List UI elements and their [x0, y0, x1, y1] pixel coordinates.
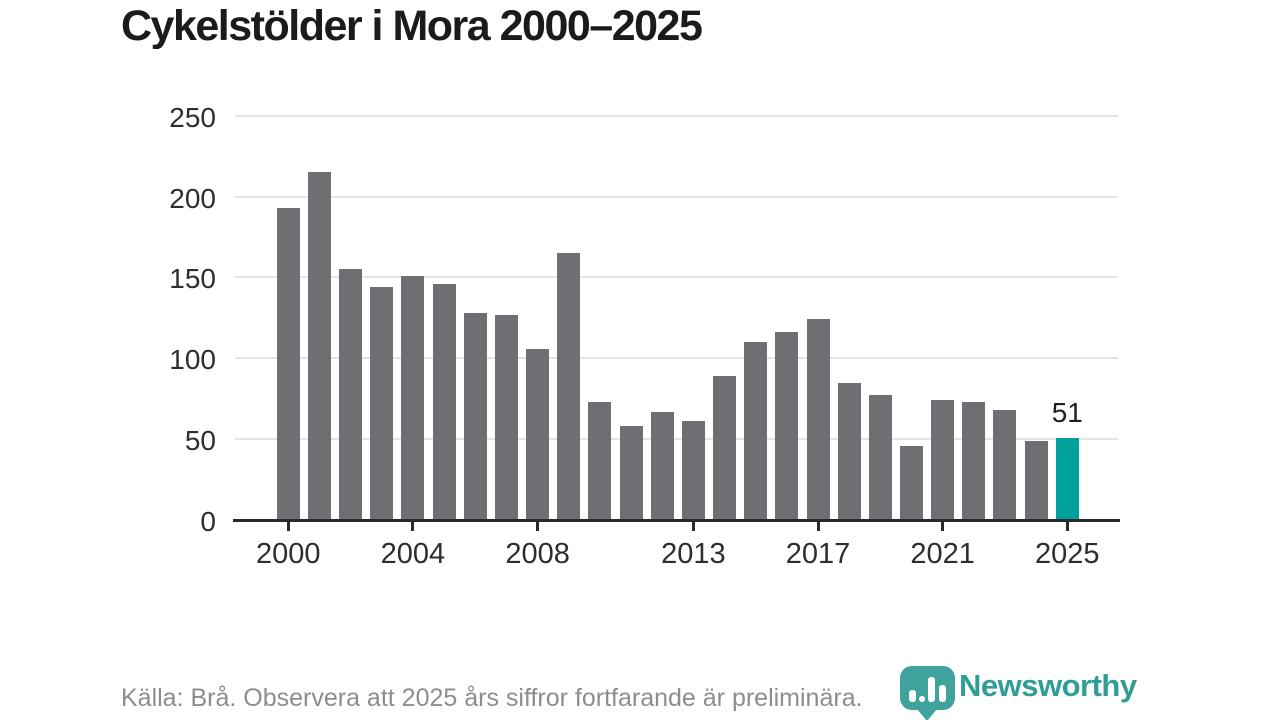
- bar-2020: [900, 445, 923, 520]
- y-axis-label-0: 0: [200, 506, 216, 537]
- y-axis-label-50: 50: [184, 425, 216, 457]
- x-axis-label-2017: 2017: [785, 538, 851, 570]
- x-axis-tick-2013: [691, 522, 695, 531]
- bar-2005: [432, 283, 456, 520]
- bar-2022: [962, 401, 986, 520]
- bar-2011: [619, 426, 643, 520]
- bar-2023: [993, 410, 1017, 520]
- x-axis-tick-2004: [411, 522, 415, 531]
- x-axis-label-2021: 2021: [910, 538, 975, 570]
- bar-2016: [775, 332, 799, 520]
- y-axis-label-250: 250: [169, 101, 216, 133]
- x-axis-tick-2025: [1065, 522, 1069, 531]
- bar-2001: [307, 172, 331, 520]
- bar-2021: [931, 400, 955, 520]
- plot-area: 0 50 100 150 200 250 2000 2004 2008 2013 2017 2021 2…: [169, 101, 1120, 570]
- bar-2008: [526, 348, 550, 520]
- bar-2014: [713, 376, 737, 520]
- x-axis-label-2025: 2025: [1035, 538, 1100, 570]
- gridline-100: [235, 357, 1118, 360]
- bar-2004: [401, 275, 425, 520]
- bar-2007: [494, 314, 518, 520]
- gridline-50: [235, 438, 1118, 441]
- x-axis-label-2004: 2004: [380, 538, 446, 570]
- logo-chart-bar-icon: [909, 690, 916, 702]
- x-axis-label-2000: 2000: [256, 538, 321, 570]
- x-axis-line: [233, 519, 1120, 522]
- gridline-250: [235, 114, 1118, 117]
- bar-2015: [744, 342, 768, 520]
- y-axis-label-150: 150: [169, 263, 216, 295]
- gridline-200: [235, 195, 1118, 198]
- newsworthy-wordmark: Newsworthy: [959, 668, 1137, 703]
- logo-chart-dot-icon: [919, 696, 925, 702]
- x-axis-label-2013: 2013: [661, 538, 726, 570]
- x-axis-tick-2017: [816, 522, 820, 531]
- y-axis-label-200: 200: [169, 182, 216, 214]
- x-axis-label-2008: 2008: [505, 538, 570, 570]
- x-axis-tick-2000: [286, 522, 290, 531]
- bar-2019: [868, 395, 892, 520]
- bar-value-label: 51: [1051, 396, 1083, 428]
- bar-2012: [650, 411, 674, 520]
- bar-2003: [370, 287, 394, 520]
- source-note: Källa: Brå. Observera att 2025 års siffr…: [121, 684, 863, 712]
- chart-title: Cykelstölder i Mora 2000–2025: [121, 2, 703, 50]
- bar-2025: [1055, 437, 1079, 520]
- bar-2024: [1024, 440, 1048, 520]
- bar-2010: [588, 401, 612, 520]
- bar-2009: [557, 253, 581, 520]
- y-axis-label-100: 100: [169, 344, 216, 376]
- bar-2017: [806, 319, 830, 520]
- logo-chart-bar-icon: [939, 685, 946, 702]
- bar-2002: [339, 269, 363, 520]
- logo-chart-bar-icon: [928, 677, 935, 702]
- bar-2000: [276, 207, 300, 520]
- gridline-150: [235, 276, 1118, 279]
- newsworthy-pin-icon: [900, 666, 955, 710]
- x-axis-tick-2021: [941, 522, 945, 531]
- bar-2018: [837, 382, 861, 520]
- logo-pin-point-icon: [917, 709, 937, 720]
- x-axis-tick-2008: [536, 522, 540, 531]
- bar-2006: [463, 313, 487, 520]
- bar-2013: [681, 421, 705, 520]
